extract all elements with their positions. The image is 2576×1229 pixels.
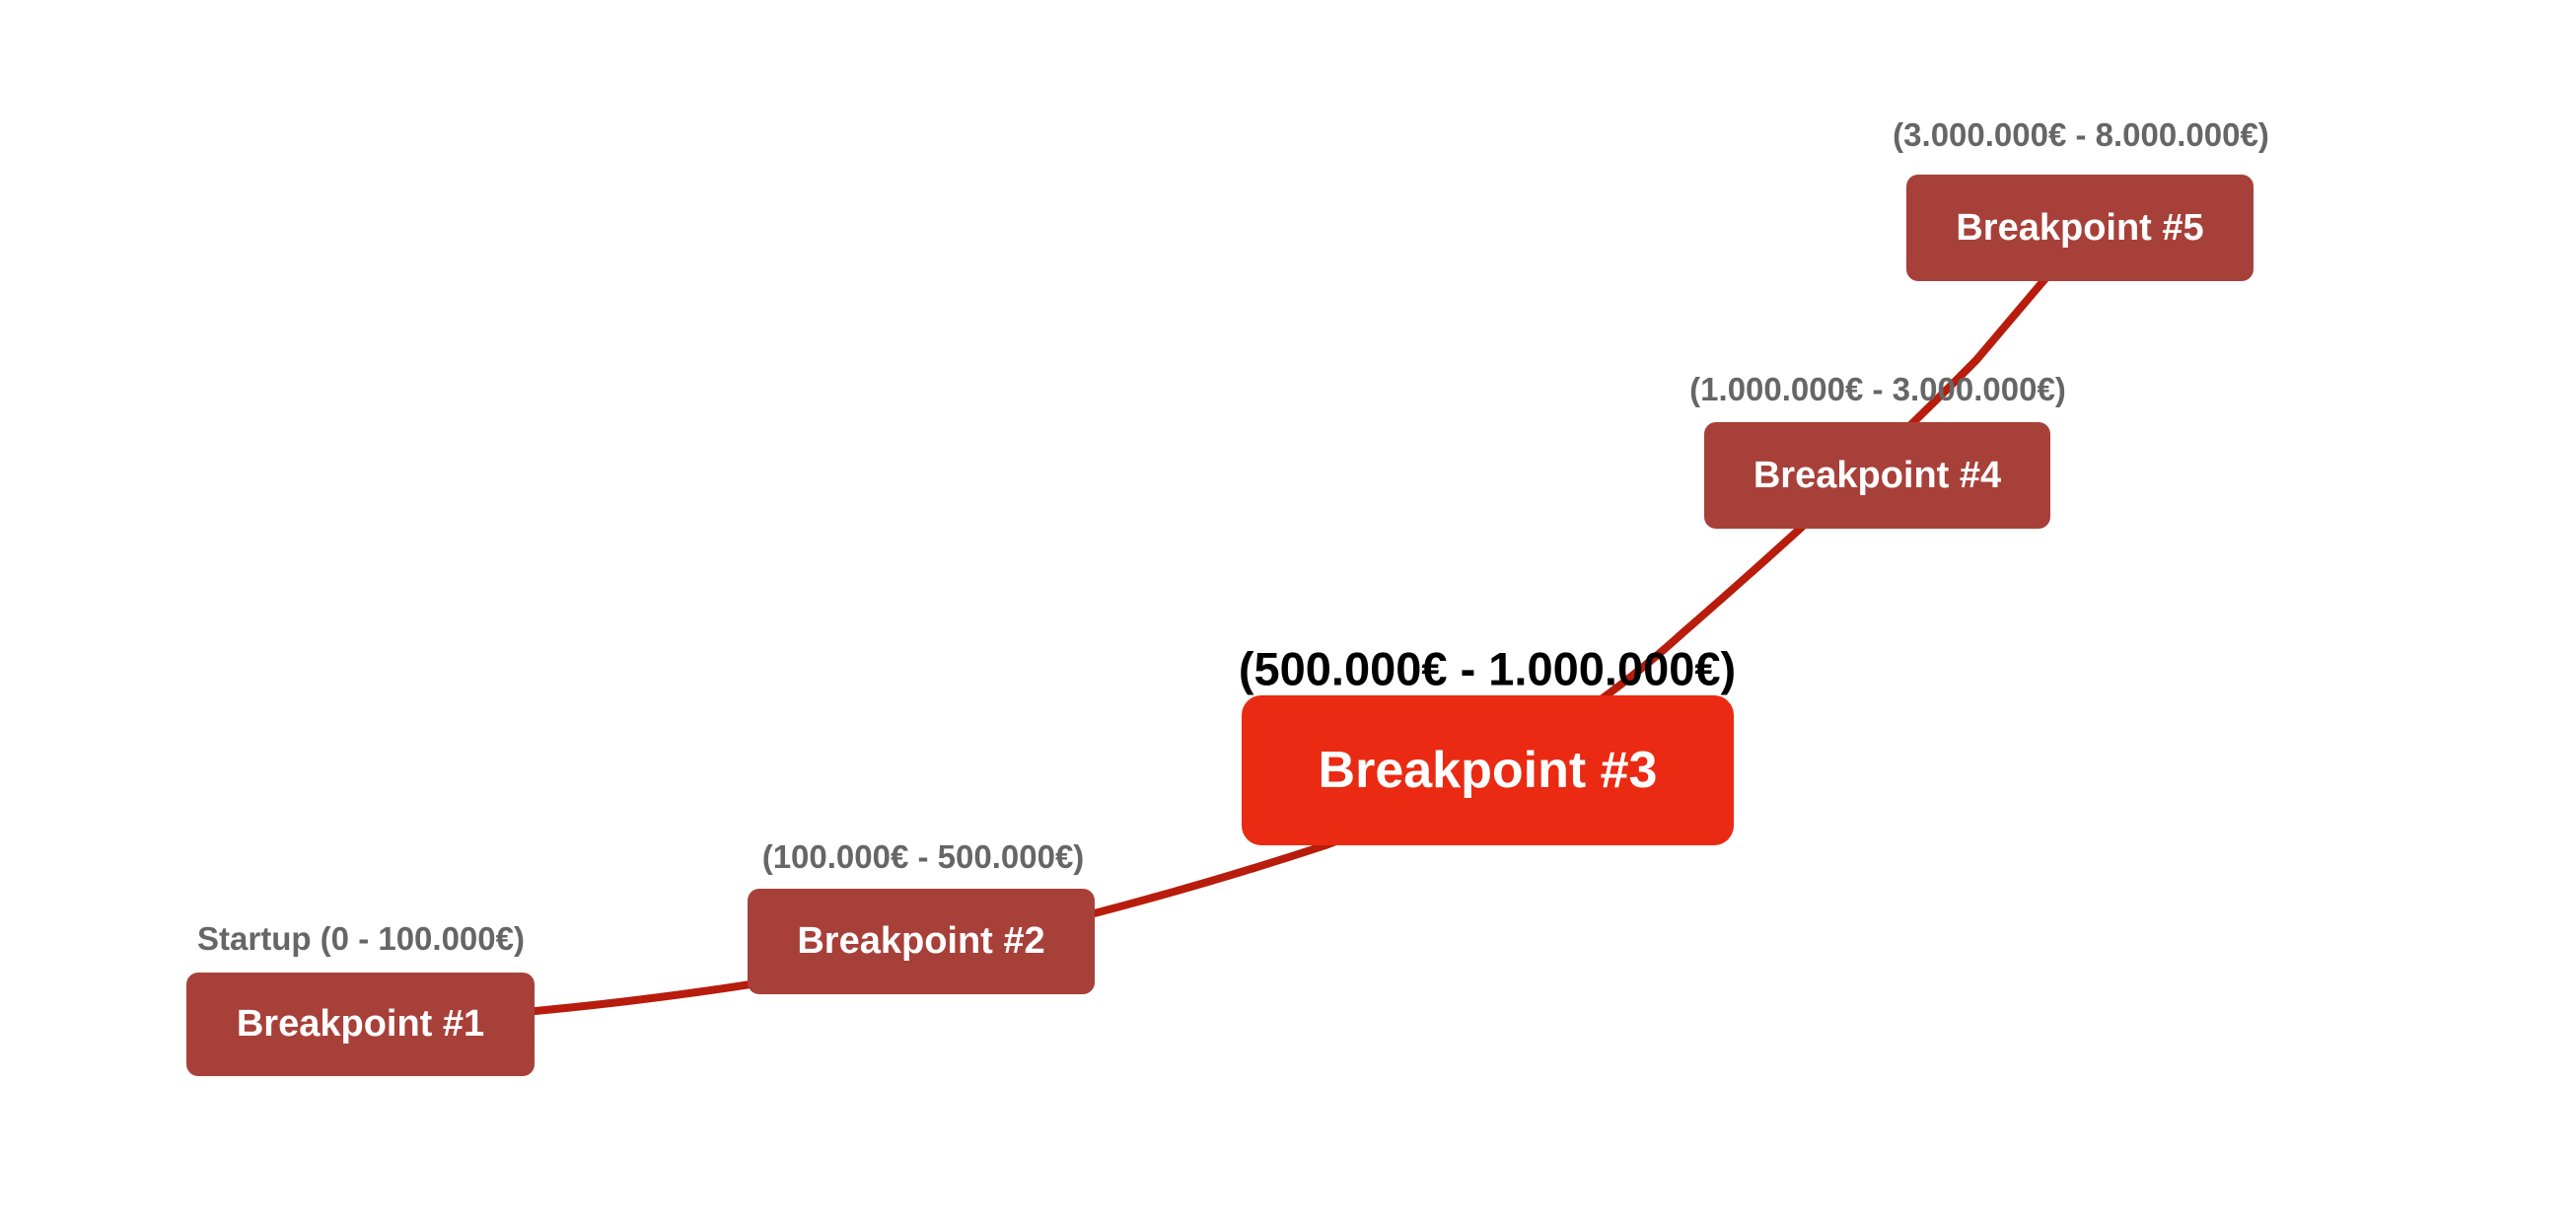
node-5-range-label: (3.000.000€ - 8.000.000€) — [1893, 116, 2269, 153]
breakpoint-5-node[interactable]: Breakpoint #5 — [1906, 175, 2254, 281]
node-4-range-label: (1.000.000€ - 3.000.000€) — [1689, 371, 2066, 407]
breakpoint-3-node[interactable]: Breakpoint #3 — [1242, 695, 1734, 845]
connector-line — [391, 233, 2085, 1026]
node-2-range-label: (100.000€ - 500.000€) — [761, 838, 1085, 875]
node-1-range-label: Startup (0 - 100.000€) — [197, 920, 525, 957]
node-3-range-label: (500.000€ - 1.000.000€) — [1238, 642, 1737, 695]
breakpoint-1-node[interactable]: Breakpoint #1 — [186, 973, 535, 1076]
breakpoint-2-node[interactable]: Breakpoint #2 — [748, 889, 1095, 994]
breakpoint-4-node[interactable]: Breakpoint #4 — [1704, 422, 2050, 529]
